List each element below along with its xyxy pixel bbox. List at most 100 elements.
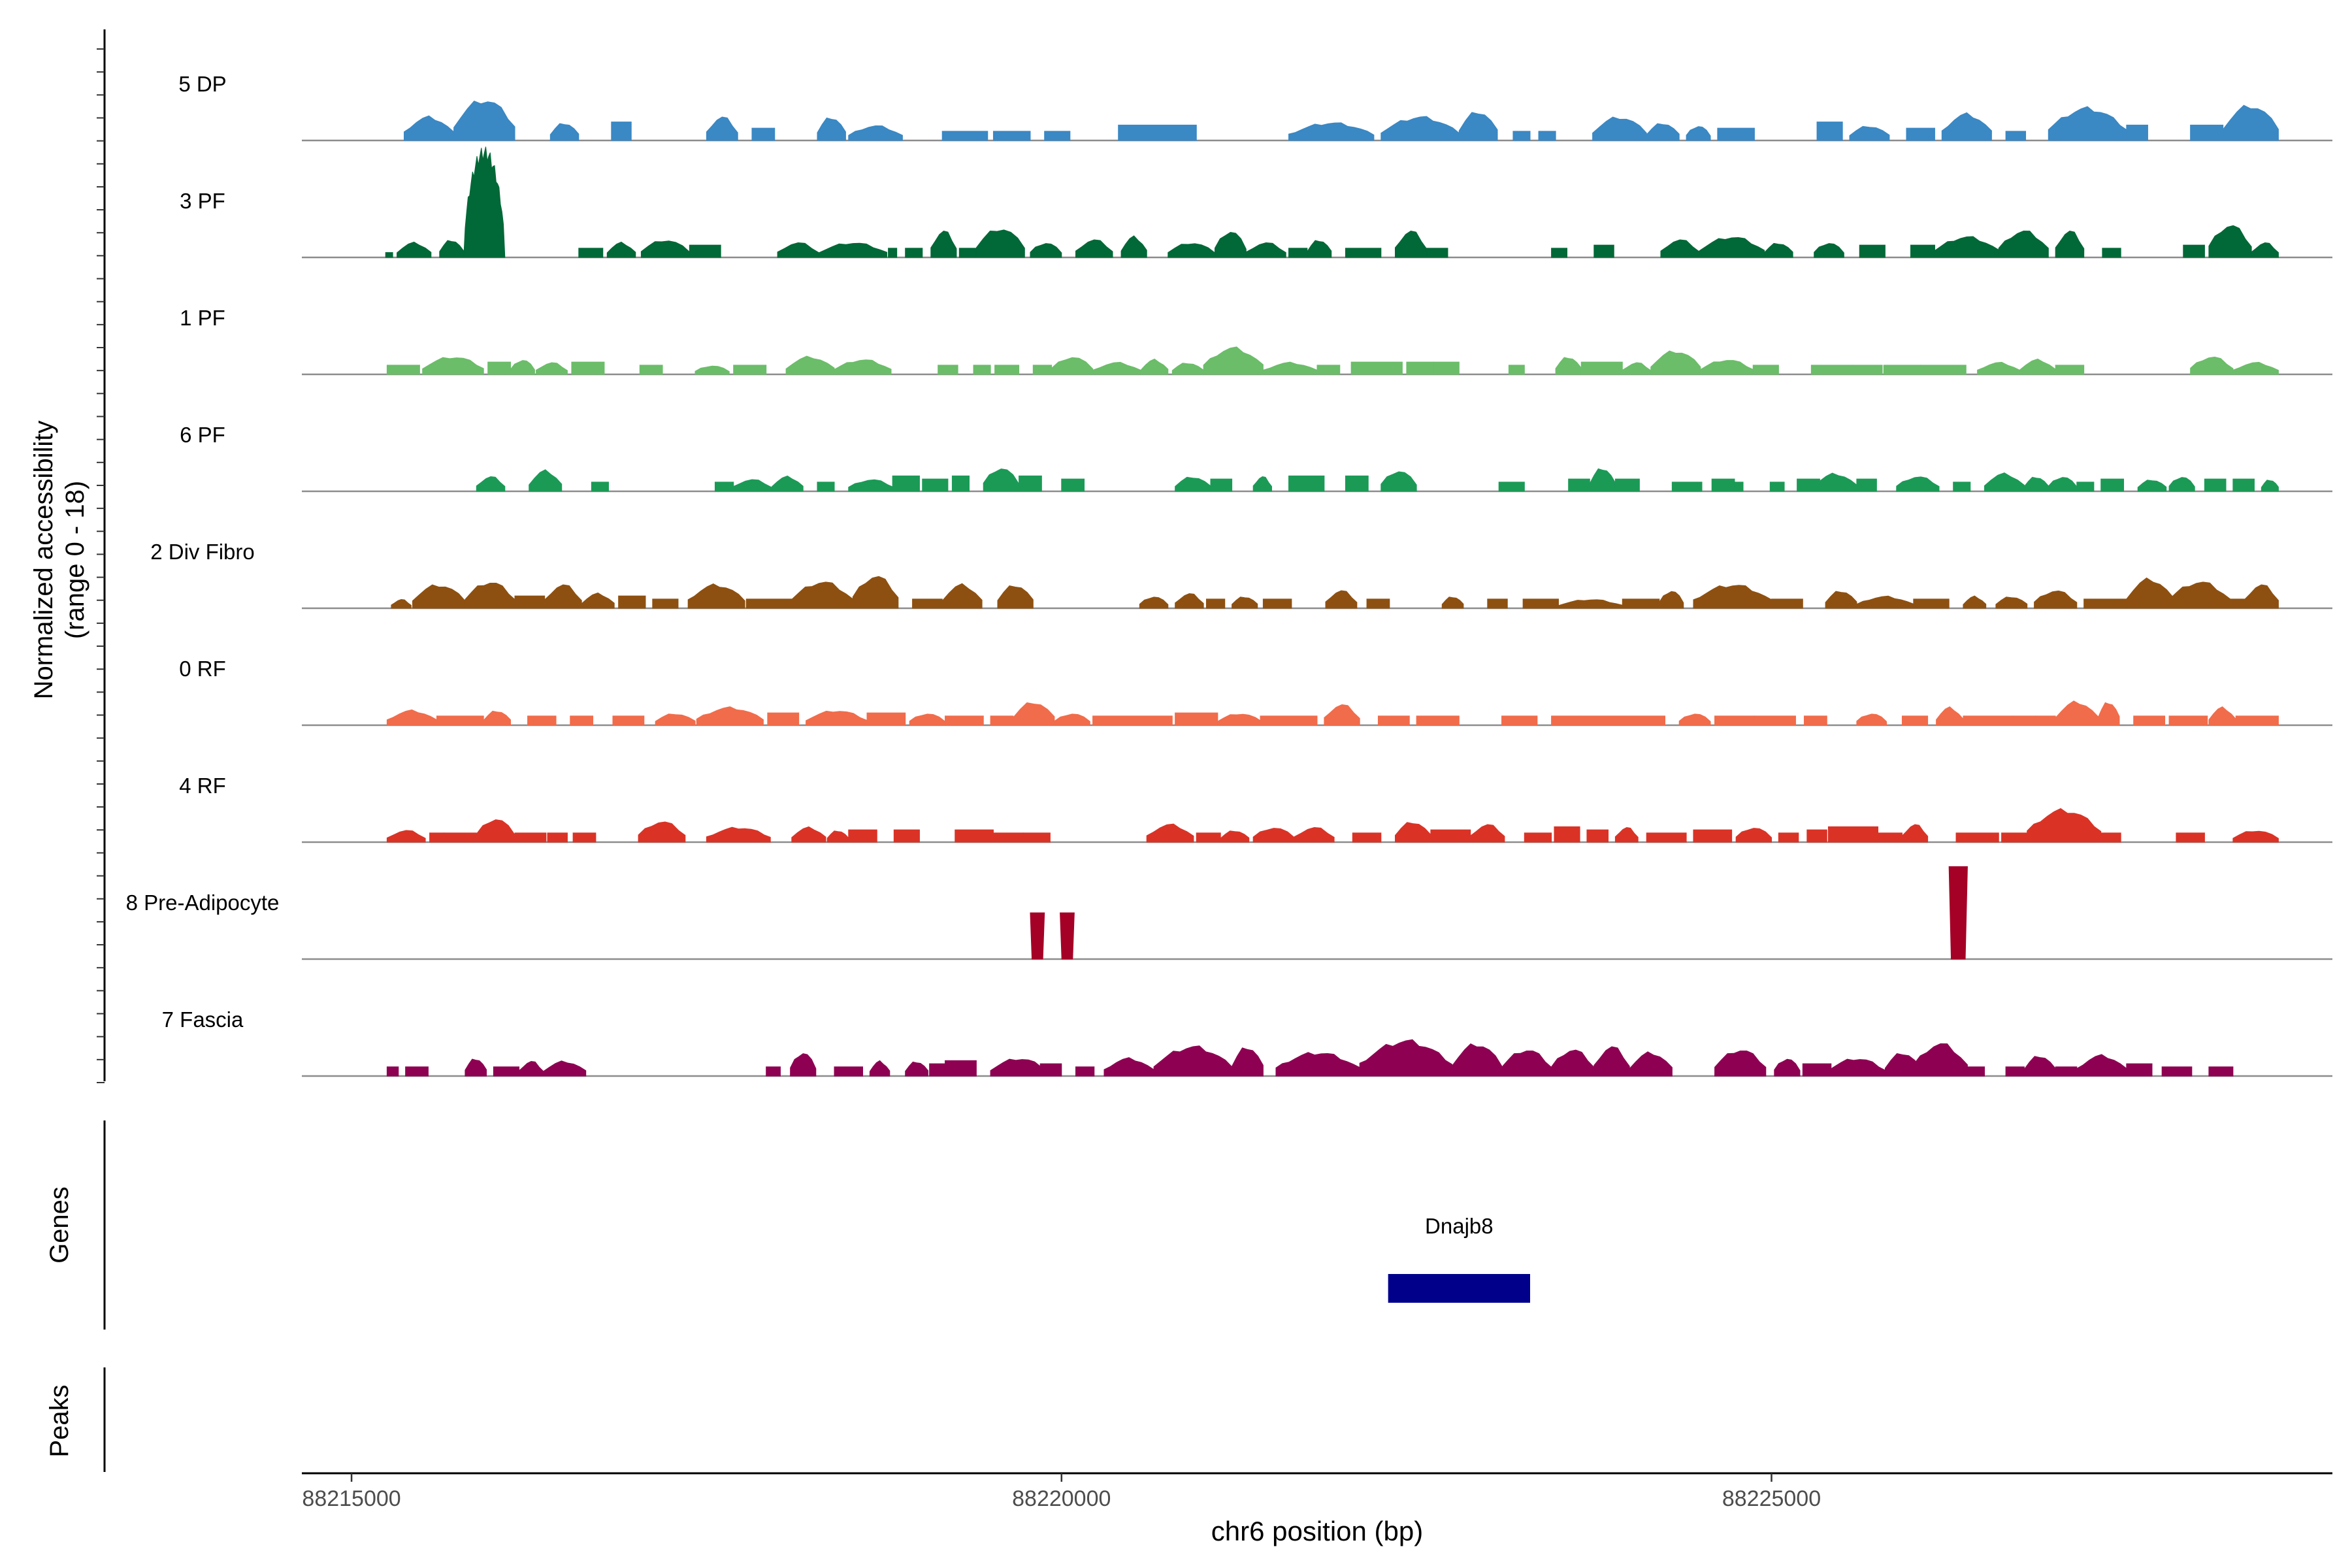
track-7-fascia: 7 Fascia [162,1007,2332,1077]
coverage-area [1380,471,1417,492]
coverage-area [1814,472,1857,492]
coverage-area [2076,1054,2127,1077]
y-axis-label-line2: (range 0 - 18) [61,481,90,639]
coverage-area [771,475,804,492]
coverage-area [817,482,835,492]
coverage-area [733,365,767,375]
track-2-div-fibro: 2 Div Fibro [150,540,2332,610]
coverage-area [1252,828,1295,843]
coverage-area [848,479,894,492]
track-5-dp: 5 DP [178,72,2332,142]
coverage-area [1196,832,1221,843]
coverage-area [955,829,994,843]
coverage-area [1646,832,1687,843]
track-label: 3 PF [180,189,225,213]
coverage-area [2001,832,2028,843]
coverage-area [1153,1045,1233,1077]
coverage-area [1232,596,1258,609]
genes-panel-label: Genes [45,1186,74,1264]
coverage-area [386,709,438,726]
coverage-area [547,832,568,843]
coverage-area [1501,1051,1552,1077]
coverage-area [1019,475,1042,492]
coverage-area [1394,230,1427,258]
coverage-area [706,826,771,843]
coverage-area [990,715,1014,726]
track-1-pf: 1 PF [180,306,2332,376]
coverage-area [1175,476,1211,492]
coverage-area [1717,127,1755,141]
coverage-area [443,832,477,843]
coverage-area [2012,715,2036,726]
coverage-area [1044,131,1071,141]
coverage-area [1092,361,1141,375]
coverage-area [2235,715,2279,726]
coverage-area [1802,1063,1832,1077]
coverage-area [1754,715,1796,726]
coverage-area [1623,715,1665,726]
coverage-area [1558,599,1623,609]
coverage-area [1551,715,1580,726]
coverage-area [1345,248,1382,258]
coverage-area [483,710,512,726]
coverage-area [689,244,721,258]
coverage-area [1686,126,1711,141]
coverage-area [2019,358,2056,375]
coverage-area [1175,712,1218,726]
coverage-area [606,241,636,258]
coverage-area [1275,1052,1360,1077]
coverage-area [397,241,432,258]
coverage-area [1487,598,1508,609]
coverage-area [696,706,764,726]
coverage-area [1586,829,1609,843]
coverage-area [1678,713,1711,726]
coverage-area [2100,478,2125,492]
coverage-area [1711,478,1735,492]
coverage-area [975,229,1025,258]
coverage-area [1039,1063,1062,1077]
coverage-area [852,576,899,609]
coverage-area [1778,832,1799,843]
coverage-area [640,240,690,258]
coverage-area [2083,598,2127,609]
coverage-area [731,479,772,492]
coverage-area [1501,715,1538,726]
coverage-area [2005,131,2027,141]
coverage-area [1764,242,1793,258]
coverage-area [1430,829,1471,843]
coverage-area [941,583,983,609]
coverage-area [1774,1058,1801,1077]
coverage-area [994,365,1020,375]
coverage-area [1406,361,1434,375]
coverage-area [1814,243,1844,258]
coverage-area [1013,702,1055,726]
coverage-area [1524,832,1552,843]
coverage-area [767,712,800,726]
coverage-area [1955,832,1999,843]
coverage-area [909,713,946,726]
coverage-area [1512,131,1531,141]
coverage-area [1508,365,1525,375]
gene-dnajb8: Dnajb8 [1388,1214,1531,1303]
coverage-area [1936,706,1964,726]
coverage-area [2055,700,2099,726]
coverage-area [1245,242,1286,258]
coverage-area [1060,912,1075,960]
coverage-area [1118,124,1197,141]
coverage-area [1913,598,1950,609]
track-6-pf: 6 PF [180,423,2332,493]
coverage-area [938,365,958,375]
coverage-area [611,122,632,141]
x-axis: 88215000 88220000 88225000 [302,1472,2332,1511]
coverage-area [958,248,977,258]
coverage-area [1622,362,1652,375]
coverage-area [2027,808,2102,843]
coverage-area [1288,122,1375,141]
coverage-area [529,469,563,492]
coverage-area [1803,715,1827,726]
x-tick-label: 88220000 [1012,1486,1111,1511]
coverage-area [1614,826,1639,843]
coverage-area [453,101,515,141]
y-axis-label-line1: Normalized accessibility [29,421,58,700]
coverage-area [1714,715,1755,726]
